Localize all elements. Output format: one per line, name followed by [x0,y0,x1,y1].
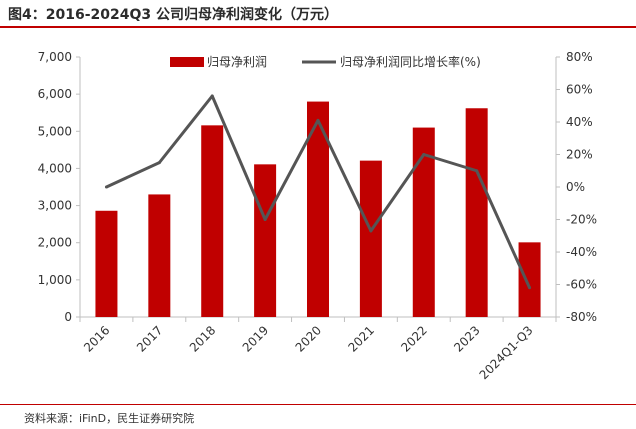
title-rule [0,26,636,28]
line-point [369,229,373,233]
line-point [263,218,267,221]
y-left-tick-label: 3,000 [38,199,72,213]
bar [201,125,224,317]
x-tick-label: 2020 [293,323,324,354]
y-left-tick-label: 0 [64,310,72,324]
y-left-tick-label: 2,000 [38,236,72,250]
bar [465,108,488,317]
y-right-tick-label: 0% [566,180,585,194]
y-right-tick-label: -20% [566,213,597,227]
y-right-tick-label: 60% [566,83,593,97]
y-right-tick-label: 80% [566,50,593,64]
y-right-tick-label: -40% [566,245,597,259]
x-tick-label: 2022 [398,323,429,354]
legend-bar-swatch [170,57,204,67]
line-point [104,185,108,189]
bar [518,242,541,317]
x-tick-label: 2017 [134,323,165,354]
source-note: 资料来源：iFinD，民生证券研究院 [24,412,195,425]
y-right-tick-label: 20% [566,148,593,162]
legend-line-label: 归母净利润同比增长率(%) [340,54,481,69]
bar [307,101,329,317]
line-point [157,161,161,165]
line-series [104,94,532,290]
bar-series [95,101,541,317]
y-left-tick-label: 4,000 [38,161,72,175]
y-right-tick-label: -60% [566,278,597,292]
x-tick-label: 2024Q1-Q3 [477,323,536,382]
bar [359,160,382,317]
y-left-tick-label: 7,000 [38,50,72,64]
bar [254,164,277,317]
x-tick-label: 2023 [451,323,482,354]
y-right-tick-label: -80% [566,310,597,324]
x-tick-label: 2018 [187,323,218,354]
legend: 归母净利润 归母净利润同比增长率(%) [170,54,481,69]
line-point [528,286,532,290]
x-tick-label: 2019 [240,323,271,354]
footer-rule [0,404,636,405]
bar [95,210,118,317]
chart-title: 图4：2016-2024Q3 公司归母净利润变化（万元） [8,7,338,23]
y-left-tick-label: 1,000 [38,273,72,287]
x-tick-label: 2016 [81,323,112,354]
x-tick-label: 2021 [346,323,377,354]
y-left-tick-label: 6,000 [38,87,72,101]
bar [412,127,435,317]
line-point [475,169,479,173]
bar [148,194,171,317]
line-point [316,118,320,122]
line-point [422,153,426,156]
legend-bar-label: 归母净利润 [207,55,267,69]
line-point [210,94,214,98]
y-right-tick-label: 40% [566,115,593,129]
y-left-tick-label: 5,000 [38,124,72,138]
